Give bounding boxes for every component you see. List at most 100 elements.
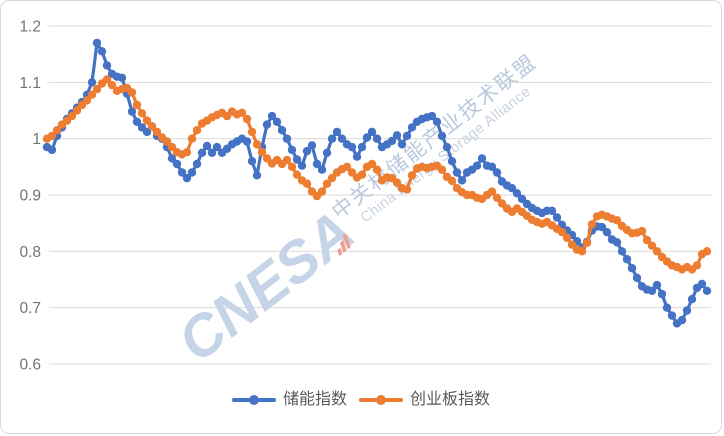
series-1-marker bbox=[87, 90, 97, 99]
series-0-marker bbox=[617, 247, 627, 256]
series-0-marker bbox=[347, 142, 357, 152]
series-0-marker bbox=[492, 168, 502, 177]
series-1-marker bbox=[102, 75, 112, 84]
series-1-marker bbox=[292, 170, 302, 179]
series-0-marker bbox=[697, 279, 707, 289]
series-0-marker bbox=[602, 228, 612, 237]
series-1-marker bbox=[127, 88, 137, 97]
series-0-marker bbox=[247, 157, 257, 166]
series-0-marker bbox=[252, 171, 262, 180]
series-0-marker bbox=[302, 146, 312, 156]
series-0-marker bbox=[182, 173, 192, 183]
series-1-marker bbox=[437, 165, 447, 174]
series-0-marker bbox=[292, 155, 302, 164]
series-0-marker bbox=[337, 134, 347, 143]
series-0-marker bbox=[167, 154, 177, 163]
series-1-marker bbox=[147, 122, 157, 131]
series-1-marker bbox=[342, 162, 352, 171]
series-0-marker bbox=[427, 111, 437, 121]
series-1-marker bbox=[562, 233, 572, 242]
series-0-marker bbox=[192, 159, 202, 169]
series-0-marker bbox=[352, 152, 362, 161]
series-1-marker bbox=[47, 131, 57, 141]
series-1-marker bbox=[492, 193, 502, 202]
series-1-marker bbox=[192, 126, 202, 135]
series-1-marker bbox=[142, 116, 152, 125]
series-1-marker bbox=[92, 84, 102, 94]
series-1-marker bbox=[642, 235, 652, 245]
series-0-marker bbox=[262, 120, 272, 129]
series-1-marker bbox=[637, 226, 647, 236]
series-0-marker bbox=[327, 134, 337, 143]
series-0-group bbox=[42, 38, 712, 328]
series-1-marker bbox=[67, 111, 77, 121]
series-0-marker bbox=[357, 142, 367, 152]
series-0-marker bbox=[392, 131, 402, 140]
series-1-marker bbox=[152, 127, 162, 137]
series-1-marker bbox=[52, 126, 62, 135]
series-1-marker bbox=[242, 114, 252, 124]
series-0-marker bbox=[402, 131, 412, 141]
series-0-line bbox=[45, 41, 709, 325]
series-1-marker bbox=[487, 187, 497, 196]
series-1-marker bbox=[392, 178, 402, 187]
series-1-marker bbox=[282, 155, 292, 165]
y-axis-tick-label: 0.7 bbox=[19, 300, 41, 317]
series-0-marker bbox=[277, 126, 287, 135]
series-0-marker bbox=[472, 161, 482, 170]
legend-label-energy-storage: 储能指数 bbox=[282, 391, 347, 408]
series-0-marker bbox=[102, 61, 112, 70]
series-0-marker bbox=[242, 137, 252, 146]
series-1-marker bbox=[182, 148, 192, 157]
series-0-marker bbox=[652, 280, 662, 290]
y-axis-tick-label: 0.9 bbox=[19, 188, 41, 205]
series-0-marker bbox=[687, 295, 697, 304]
series-0-marker bbox=[197, 148, 207, 157]
series-0-marker bbox=[702, 286, 712, 295]
series-0-marker bbox=[312, 159, 322, 169]
series-0-marker bbox=[512, 189, 522, 198]
series-1-marker bbox=[247, 127, 257, 137]
series-1-marker bbox=[557, 228, 567, 237]
y-axis-tick-label: 0.6 bbox=[19, 357, 41, 374]
legend-marker-chinext bbox=[359, 395, 403, 405]
series-1-marker bbox=[317, 187, 327, 196]
series-1-marker bbox=[302, 179, 312, 188]
series-1-marker bbox=[187, 134, 197, 143]
series-0-marker bbox=[177, 168, 187, 177]
series-1-marker bbox=[287, 162, 297, 171]
series-1-marker bbox=[692, 261, 702, 270]
y-axis-tick-label: 1 bbox=[32, 131, 41, 148]
series-0-marker bbox=[187, 168, 197, 177]
series-1-marker bbox=[357, 170, 367, 179]
series-1-marker bbox=[407, 171, 417, 180]
series-0-marker bbox=[117, 73, 127, 83]
y-axis-tick-label: 0.8 bbox=[19, 244, 41, 261]
series-0-marker bbox=[362, 133, 372, 142]
series-0-marker bbox=[647, 286, 657, 295]
series-1-line bbox=[45, 77, 709, 271]
series-0-marker bbox=[332, 127, 342, 137]
series-1-marker bbox=[402, 185, 412, 194]
series-0-marker bbox=[307, 141, 317, 150]
series-0-marker bbox=[442, 142, 452, 152]
series-0-marker bbox=[132, 117, 142, 127]
series-0-marker bbox=[622, 255, 632, 264]
y-axis-tick-label: 1.1 bbox=[19, 75, 41, 92]
series-1-marker bbox=[237, 108, 247, 118]
legend-label-chinext: 创业板指数 bbox=[410, 391, 491, 408]
series-0-marker bbox=[657, 289, 667, 299]
series-1-marker bbox=[137, 109, 147, 118]
series-0-marker bbox=[677, 315, 687, 325]
series-1-marker bbox=[372, 165, 382, 174]
series-0-marker bbox=[47, 145, 57, 155]
series-0-marker bbox=[667, 311, 677, 320]
series-0-marker bbox=[627, 264, 637, 273]
series-0-marker bbox=[172, 159, 182, 169]
legend-marker-energy-storage bbox=[231, 395, 276, 405]
series-1-marker bbox=[652, 247, 662, 256]
series-0-marker bbox=[662, 303, 672, 312]
series-1-marker bbox=[257, 148, 267, 157]
